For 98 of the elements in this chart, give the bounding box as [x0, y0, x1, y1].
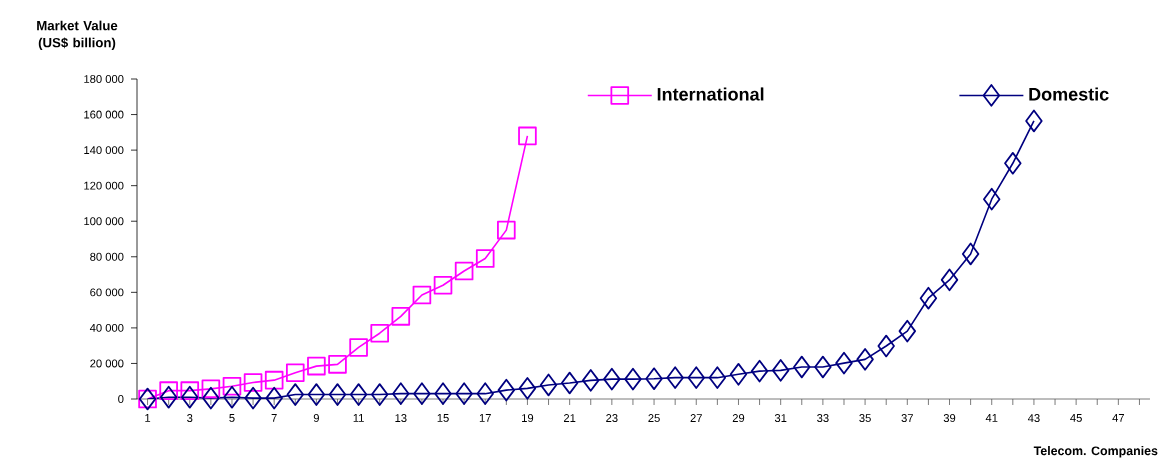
point: [201, 379, 221, 399]
point: [518, 126, 537, 146]
x-axis-title: Telecom. Companies: [1033, 446, 1158, 458]
point: [919, 286, 938, 310]
x-tick-label: 23: [606, 414, 618, 422]
legend-label: Domestic: [1029, 87, 1109, 101]
point: [307, 383, 326, 406]
point: [518, 377, 537, 400]
x-tick-label: 3: [187, 414, 193, 422]
x-tick-label: 11: [353, 414, 364, 422]
point: [497, 220, 516, 240]
x-tick-label: 35: [859, 414, 871, 422]
point: [412, 285, 432, 305]
point: [328, 355, 347, 374]
point: [1004, 151, 1022, 175]
point: [392, 382, 410, 405]
x-tick-label: 41: [985, 414, 998, 422]
y-tick-label: 80 000: [90, 252, 124, 261]
x-tick-label: 47: [1112, 414, 1125, 422]
point: [223, 385, 241, 409]
point: [455, 382, 473, 405]
point: [244, 386, 262, 410]
point: [582, 369, 600, 392]
point: [413, 382, 431, 405]
point: [328, 383, 347, 406]
point: [771, 359, 790, 382]
x-tick-label: 43: [1027, 414, 1040, 422]
point: [349, 383, 368, 406]
x-tick-label: 1: [145, 414, 151, 422]
point: [285, 363, 305, 382]
point: [666, 366, 684, 389]
y-tick-label: 180 000: [84, 75, 124, 83]
point: [898, 319, 917, 343]
x-tick-label: 17: [479, 414, 491, 422]
point: [159, 385, 178, 409]
point: [370, 323, 389, 343]
point: [265, 386, 283, 410]
y-tick-label: 40 000: [89, 323, 124, 332]
point: [180, 381, 200, 400]
point: [983, 187, 1001, 211]
y-tick-label: 140 000: [84, 146, 124, 155]
x-tick-label: 9: [313, 414, 319, 422]
y-tick-label: 20 000: [90, 359, 124, 368]
x-tick-label: 31: [774, 414, 787, 422]
point: [645, 367, 663, 391]
x-tick-label: 19: [522, 414, 534, 422]
point: [708, 366, 727, 389]
point: [391, 307, 411, 326]
point: [202, 386, 220, 410]
point: [750, 359, 769, 383]
x-tick-label: 33: [817, 414, 829, 422]
point: [560, 371, 579, 395]
x-tick-label: 39: [943, 414, 956, 422]
point: [729, 362, 748, 386]
point: [603, 367, 621, 391]
point: [497, 378, 516, 402]
point: [222, 376, 242, 396]
point: [814, 355, 832, 379]
y-tick-label: 60 000: [90, 288, 124, 297]
x-tick-label: 21: [563, 414, 576, 422]
x-tick-label: 7: [271, 414, 277, 422]
point: [1025, 109, 1043, 133]
point: [835, 351, 853, 375]
y-tick-label: 160 000: [84, 110, 124, 119]
point: [475, 249, 495, 268]
x-tick-label: 13: [395, 414, 407, 422]
point: [243, 373, 263, 392]
point: [793, 355, 811, 379]
point: [940, 268, 959, 292]
x-tick-label: 45: [1070, 414, 1082, 422]
point: [454, 261, 474, 281]
x-tick-label: 37: [901, 414, 913, 422]
y-axis-title: Market Value (US$ billion): [37, 20, 118, 50]
point: [159, 381, 178, 400]
point: [286, 383, 304, 406]
x-tick-label: 29: [732, 414, 745, 422]
point: [264, 370, 284, 390]
point: [877, 334, 895, 358]
legend-label: International: [657, 87, 764, 101]
point: [181, 385, 199, 409]
x-tick-label: 25: [648, 414, 660, 422]
y-tick-label: 120 000: [84, 181, 124, 190]
point: [433, 275, 453, 295]
y-tick-label: 100 000: [84, 217, 124, 226]
point: [687, 366, 705, 389]
point: [624, 367, 642, 391]
x-tick-label: 15: [437, 414, 449, 422]
point: [349, 338, 368, 357]
x-tick-label: 5: [229, 414, 235, 422]
x-tick-label: 27: [690, 414, 702, 422]
point: [856, 348, 874, 371]
point: [539, 373, 558, 397]
point: [371, 383, 389, 406]
point: [307, 356, 326, 376]
point: [434, 382, 452, 405]
point: [476, 382, 494, 405]
y-tick-label: 0: [118, 395, 124, 403]
point: [961, 242, 980, 266]
